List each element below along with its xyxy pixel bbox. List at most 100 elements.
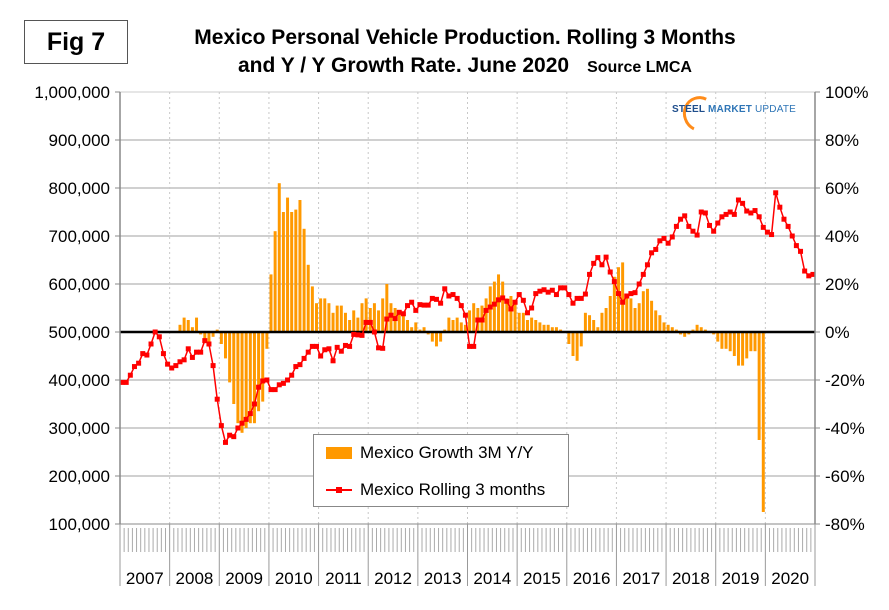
line-marker-rolling — [785, 223, 791, 229]
y-tick-label-left: 100,000 — [49, 515, 110, 534]
line-marker-rolling — [707, 222, 713, 228]
bar-growth — [530, 317, 534, 332]
line-marker-rolling — [202, 338, 208, 344]
bar-growth — [650, 300, 654, 332]
line-marker-rolling — [396, 309, 402, 315]
line-marker-rolling — [264, 377, 270, 383]
line-marker-rolling — [653, 246, 659, 252]
line-marker-rolling — [735, 197, 741, 203]
line-marker-rolling — [388, 312, 394, 318]
line-marker-rolling — [644, 262, 650, 268]
bar-growth — [654, 310, 658, 332]
line-marker-rolling — [314, 343, 320, 349]
x-tick-label: 2012 — [374, 569, 412, 588]
line-marker-rolling — [276, 382, 282, 388]
line-marker-rolling — [566, 292, 572, 298]
line-marker-rolling — [624, 293, 630, 299]
bar-growth — [455, 317, 459, 332]
line-marker-rolling — [595, 255, 601, 261]
bar-growth — [331, 312, 335, 332]
line-marker-rolling — [541, 287, 547, 293]
line-marker-rolling — [723, 211, 729, 217]
line-marker-rolling — [740, 200, 746, 206]
bar-growth — [554, 327, 558, 332]
bar-growth — [401, 315, 405, 332]
line-marker-rolling — [462, 312, 468, 318]
line-marker-rolling — [247, 411, 253, 417]
line-marker-rolling — [640, 271, 646, 277]
bar-growth — [550, 327, 554, 332]
bar-growth — [546, 324, 550, 332]
bar-growth — [588, 315, 592, 332]
bar-growth — [257, 332, 261, 412]
line-marker-rolling — [793, 243, 799, 249]
line-marker-rolling — [748, 210, 754, 216]
legend: Mexico Growth 3M Y/Y Mexico Rolling 3 mo… — [313, 434, 569, 507]
bar-growth — [542, 324, 546, 332]
bar-growth — [434, 332, 438, 347]
line-marker-rolling — [578, 295, 584, 301]
line-marker-rolling — [433, 296, 439, 302]
line-marker-rolling — [769, 232, 775, 238]
bar-growth — [381, 298, 385, 332]
line-marker-rolling — [467, 343, 473, 349]
line-marker-rolling — [438, 300, 444, 306]
x-tick-label: 2016 — [573, 569, 611, 588]
line-marker-rolling — [268, 387, 274, 393]
line-marker-rolling — [272, 387, 278, 393]
legend-label-rolling: Mexico Rolling 3 months — [360, 480, 546, 499]
legend-item-rolling: Mexico Rolling 3 months — [326, 480, 545, 500]
bar-series-growth — [178, 183, 765, 512]
bar-growth — [290, 212, 294, 332]
line-marker-rolling — [338, 348, 344, 354]
line-marker-rolling — [678, 216, 684, 222]
source-label: Source LMCA — [587, 59, 692, 76]
bar-growth — [430, 332, 434, 342]
bar-growth — [248, 332, 252, 424]
line-marker-rolling — [545, 289, 551, 295]
bar-growth — [335, 305, 339, 332]
line-marker-rolling — [516, 292, 522, 298]
bar-growth — [761, 332, 765, 512]
line-marker-rolling — [417, 302, 423, 308]
line-marker-rolling — [632, 290, 638, 296]
line-marker-rolling — [458, 303, 464, 309]
line-marker-rolling — [260, 378, 266, 384]
bar-growth — [534, 320, 538, 332]
bar-growth — [757, 332, 761, 440]
line-marker-rolling — [256, 384, 262, 390]
bar-growth — [484, 298, 488, 332]
bar-growth — [720, 332, 724, 349]
bar-growth — [294, 209, 298, 332]
bar-growth — [670, 327, 674, 332]
bar-growth — [583, 312, 587, 332]
bar-growth — [736, 332, 740, 366]
line-marker-rolling — [562, 285, 568, 291]
chart-title: Mexico Personal Vehicle Production. Roll… — [145, 24, 785, 82]
line-marker-rolling — [446, 293, 452, 299]
bar-growth — [472, 303, 476, 332]
line-marker-rolling — [574, 295, 580, 301]
y-tick-label-left: 200,000 — [49, 467, 110, 486]
line-marker-rolling — [781, 216, 787, 222]
x-tick-label: 2011 — [325, 569, 362, 588]
line-marker-rolling — [686, 223, 692, 229]
line-marker-rolling — [504, 298, 510, 304]
bar-growth — [683, 332, 687, 337]
line-marker-rolling — [235, 425, 241, 431]
line-marker-rolling — [305, 349, 311, 355]
bar-growth — [310, 286, 314, 332]
bar-growth — [211, 332, 215, 337]
bar-growth — [372, 303, 376, 332]
bar-growth — [343, 312, 347, 332]
bar-growth — [397, 312, 401, 332]
x-tick-label: 2009 — [225, 569, 263, 588]
line-marker-rolling — [144, 352, 150, 358]
bar-growth — [745, 332, 749, 359]
line-marker-rolling — [524, 310, 530, 316]
y-tick-label-right: -60% — [825, 467, 865, 486]
line-marker-rolling — [690, 228, 696, 234]
bar-growth — [741, 332, 745, 366]
line-marker-rolling — [123, 379, 129, 385]
line-marker-rolling — [227, 432, 233, 438]
